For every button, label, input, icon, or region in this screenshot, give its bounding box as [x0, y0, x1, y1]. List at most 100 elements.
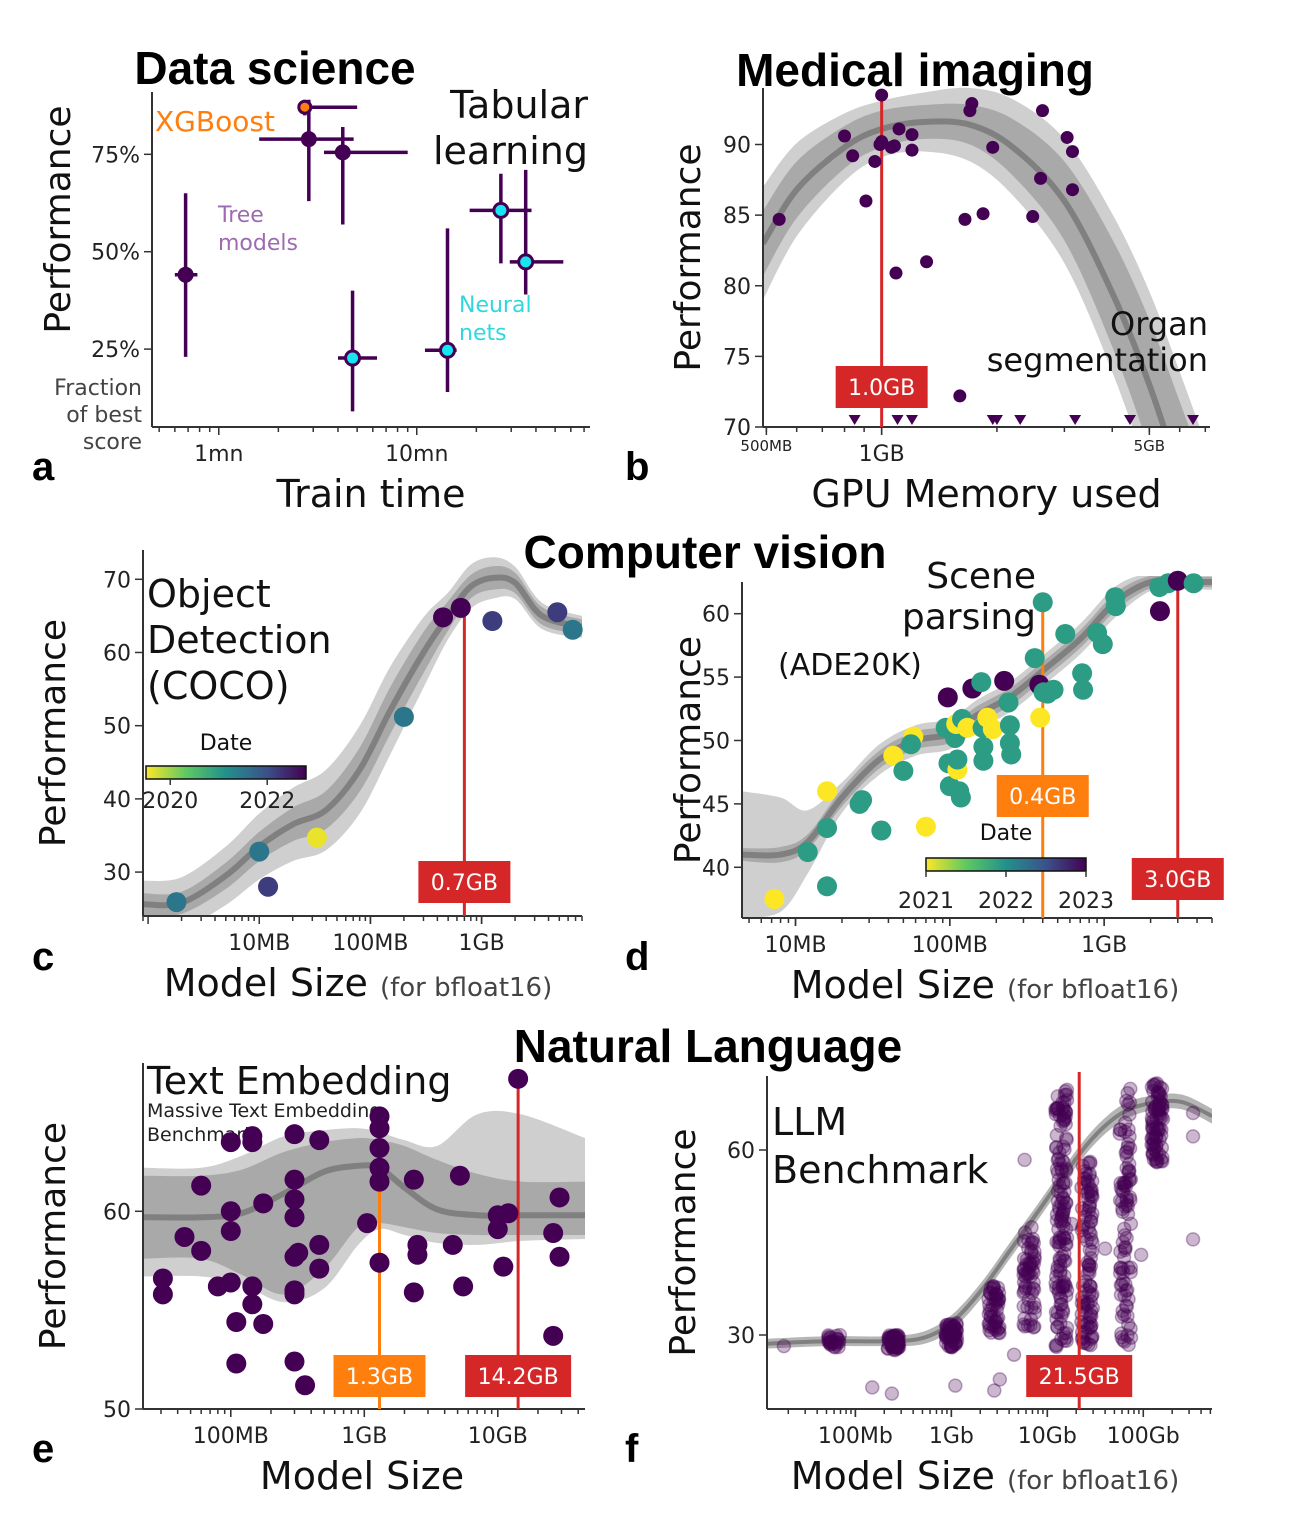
- data-point: [1059, 1195, 1074, 1211]
- memory-marker-box: [1131, 858, 1224, 900]
- data-point: [1051, 1282, 1066, 1297]
- data-point: [885, 1339, 900, 1354]
- data-point: [889, 1338, 904, 1354]
- data-point: [823, 1337, 838, 1352]
- data-point: [987, 1315, 1003, 1331]
- data-point: [900, 734, 921, 755]
- data-point: [1026, 1275, 1041, 1290]
- data-point: [1027, 1251, 1042, 1267]
- data-point: [1154, 1081, 1170, 1097]
- data-point: [772, 212, 786, 226]
- data-point: [890, 1332, 905, 1348]
- data-point: [989, 1290, 1004, 1306]
- data-point: [220, 1272, 241, 1293]
- x-tick-label: 10Gb: [1018, 1424, 1077, 1449]
- data-point: [1030, 707, 1051, 728]
- data-point: [1123, 1192, 1138, 1208]
- y-axis-label: Performance: [663, 1128, 704, 1356]
- data-point: [1083, 1279, 1098, 1294]
- data-point: [945, 1338, 961, 1353]
- data-point: [1084, 1288, 1099, 1303]
- data-point: [1115, 1184, 1131, 1200]
- data-point: [764, 888, 785, 909]
- data-point: [990, 1295, 1005, 1310]
- data-point: [947, 1327, 963, 1343]
- data-point: [944, 1321, 959, 1336]
- data-point: [249, 841, 270, 862]
- data-point: [1056, 1275, 1071, 1290]
- data-point: [1018, 1269, 1033, 1284]
- data-point: [1017, 1225, 1033, 1240]
- data-point: [152, 1284, 173, 1305]
- x-tick-label: 10mn: [385, 442, 448, 467]
- data-point: [1016, 1267, 1031, 1283]
- data-point: [943, 1337, 959, 1353]
- data-point: [288, 1242, 309, 1263]
- data-point: [1057, 1246, 1072, 1261]
- y-tick-label: 25%: [91, 338, 140, 363]
- y-tick-label: 75: [723, 345, 751, 370]
- data-point: [1144, 1131, 1159, 1146]
- data-point: [1113, 1260, 1129, 1275]
- data-point: [1084, 1182, 1099, 1198]
- neural-nets-label: Neural nets: [459, 293, 532, 346]
- data-point: [1152, 1106, 1167, 1121]
- data-point: [242, 1276, 263, 1297]
- data-point: [1183, 573, 1204, 594]
- data-point: [1027, 1300, 1043, 1315]
- data-point: [242, 1132, 263, 1153]
- data-point: [1016, 1274, 1032, 1290]
- data-point: [1026, 1295, 1042, 1311]
- data-point: [1017, 1311, 1032, 1326]
- data-point: [1149, 1154, 1165, 1170]
- data-point: [1051, 1285, 1067, 1301]
- data-point: [1054, 1153, 1070, 1168]
- data-point: [1151, 1122, 1166, 1137]
- data-point: [1146, 1077, 1161, 1092]
- data-point: [1115, 1303, 1130, 1319]
- data-point: [1025, 1281, 1041, 1296]
- data-point: [1149, 1130, 1164, 1145]
- data-point: [947, 1326, 963, 1342]
- clipped-point-marker: [1014, 415, 1027, 425]
- data-point: [1114, 1194, 1130, 1209]
- data-point: [998, 692, 1019, 713]
- data-point: [1055, 623, 1076, 644]
- data-point: [1050, 1305, 1066, 1320]
- data-point: [1083, 1307, 1098, 1322]
- data-point-xgboost: [297, 99, 313, 115]
- data-point: [1085, 1300, 1101, 1316]
- data-point: [875, 88, 889, 102]
- data-point-tree: [334, 144, 351, 161]
- data-point: [1057, 1231, 1072, 1246]
- data-point: [1054, 1161, 1069, 1177]
- data-point: [1016, 1298, 1031, 1314]
- data-point: [1150, 1154, 1165, 1169]
- data-point: [1080, 1295, 1096, 1311]
- data-point: [1052, 1179, 1067, 1194]
- data-point: [825, 1334, 841, 1350]
- data-point: [1055, 1095, 1070, 1110]
- tree-models-label: Tree models: [217, 203, 298, 256]
- y-tick-label: 60: [103, 1200, 131, 1225]
- data-point: [941, 1325, 956, 1341]
- data-point: [1055, 1190, 1071, 1206]
- data-point: [888, 1341, 904, 1357]
- data-point: [888, 1334, 904, 1349]
- data-point: [945, 1322, 961, 1338]
- data-point: [1052, 1250, 1068, 1266]
- data-point: [1150, 1089, 1166, 1104]
- data-point: [1021, 1266, 1037, 1281]
- y-tick-label: 80: [723, 275, 751, 300]
- panel-letter-b: b: [625, 445, 649, 489]
- data-point: [1116, 1250, 1132, 1265]
- data-point: [887, 139, 901, 153]
- colorbar-tick-label: 2023: [1058, 889, 1114, 914]
- data-point: [1154, 1154, 1170, 1169]
- data-point: [1025, 1254, 1040, 1269]
- data-point: [942, 1322, 957, 1337]
- data-point: [1084, 1308, 1099, 1324]
- data-point: [1120, 1308, 1135, 1324]
- memory-marker-label: 21.5GB: [1039, 1365, 1120, 1390]
